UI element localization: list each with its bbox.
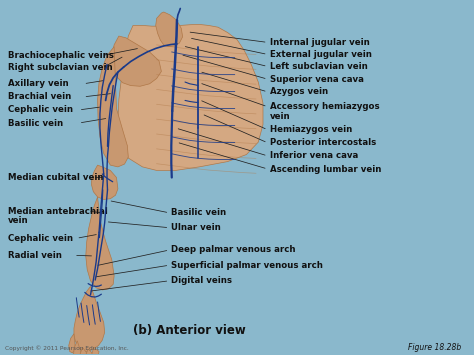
Polygon shape: [86, 197, 114, 290]
Text: Hemiazygos vein: Hemiazygos vein: [270, 125, 352, 134]
Text: Posterior intercostals: Posterior intercostals: [270, 138, 376, 147]
Polygon shape: [92, 347, 99, 355]
Text: Cephalic vein: Cephalic vein: [8, 234, 73, 243]
Text: Copyright © 2011 Pearson Education, Inc.: Copyright © 2011 Pearson Education, Inc.: [5, 345, 129, 351]
Polygon shape: [80, 347, 87, 355]
Text: Right subclavian vein: Right subclavian vein: [8, 64, 112, 72]
Text: Accessory hemiazygos: Accessory hemiazygos: [270, 102, 380, 111]
Text: Median cubital vein: Median cubital vein: [8, 173, 103, 182]
Text: vein: vein: [270, 112, 291, 121]
Text: Ulnar vein: Ulnar vein: [171, 223, 220, 232]
Polygon shape: [69, 334, 75, 353]
Text: Superficial palmar venous arch: Superficial palmar venous arch: [171, 261, 323, 270]
Text: Median antebrachial: Median antebrachial: [8, 207, 108, 215]
Polygon shape: [118, 24, 263, 170]
Text: Superior vena cava: Superior vena cava: [270, 75, 364, 84]
Text: Brachiocephalic veins: Brachiocephalic veins: [8, 51, 114, 60]
Text: (b) Anterior view: (b) Anterior view: [133, 324, 246, 337]
Text: Deep palmar venous arch: Deep palmar venous arch: [171, 246, 295, 255]
Text: External jugular vein: External jugular vein: [270, 50, 372, 59]
Text: Azygos vein: Azygos vein: [270, 87, 328, 97]
Text: vein: vein: [8, 216, 28, 225]
Text: Brachial vein: Brachial vein: [8, 92, 71, 102]
Text: Internal jugular vein: Internal jugular vein: [270, 38, 370, 47]
Polygon shape: [74, 286, 105, 351]
Text: Axillary vein: Axillary vein: [8, 79, 68, 88]
Text: Radial vein: Radial vein: [8, 251, 62, 260]
Text: Cephalic vein: Cephalic vein: [8, 105, 73, 114]
Polygon shape: [91, 165, 118, 200]
Text: Inferior vena cava: Inferior vena cava: [270, 152, 358, 160]
Polygon shape: [73, 341, 81, 355]
Polygon shape: [112, 36, 161, 86]
Text: Basilic vein: Basilic vein: [8, 119, 63, 127]
Text: Digital veins: Digital veins: [171, 276, 232, 285]
Polygon shape: [156, 12, 182, 47]
Text: Left subclavian vein: Left subclavian vein: [270, 62, 368, 71]
Text: Basilic vein: Basilic vein: [171, 208, 226, 217]
Polygon shape: [98, 47, 128, 167]
Text: Ascending lumbar vein: Ascending lumbar vein: [270, 164, 382, 174]
Text: Figure 18.28b: Figure 18.28b: [408, 343, 462, 353]
Polygon shape: [86, 349, 93, 355]
